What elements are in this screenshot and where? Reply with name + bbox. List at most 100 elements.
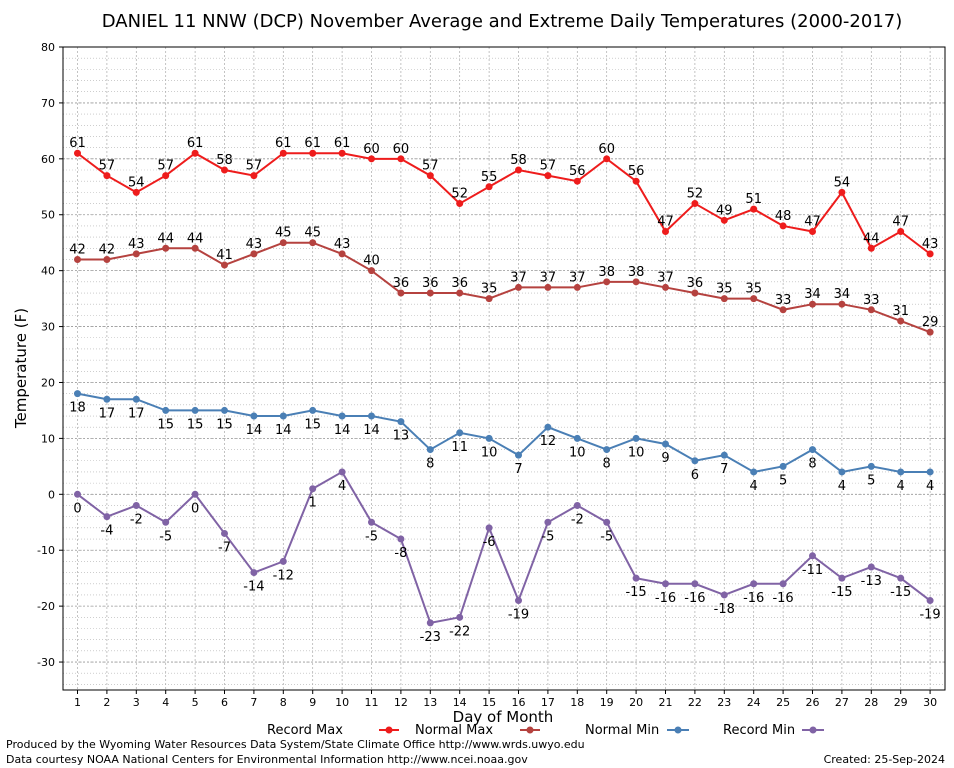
normal-max-data-label: 37: [657, 270, 674, 285]
normal-min-point: [926, 468, 934, 476]
normal-max-data-label: 34: [804, 287, 821, 302]
record-min-data-label: -2: [571, 512, 584, 527]
y-tick-label: 10: [41, 432, 55, 445]
record-max-point: [838, 188, 846, 196]
record-max-point: [720, 216, 728, 224]
y-tick-label: 50: [41, 209, 55, 222]
normal-max-point: [456, 289, 464, 297]
record-max-data-label: 52: [451, 187, 468, 202]
record-min-point: [279, 557, 287, 565]
record-min-point: [838, 574, 846, 582]
record-max-data-label: 57: [99, 159, 116, 174]
normal-min-data-label: 14: [246, 423, 263, 438]
x-tick-label: 12: [394, 696, 408, 709]
normal-max-data-label: 31: [892, 304, 909, 319]
x-tick-label: 10: [335, 696, 349, 709]
record-min-point: [809, 552, 816, 560]
record-min-data-label: -5: [365, 529, 378, 544]
record-max-data-label: 60: [363, 142, 380, 157]
record-min-data-label: 4: [338, 479, 346, 494]
record-min-data-label: 0: [73, 501, 81, 516]
record-min-point: [750, 580, 758, 588]
normal-max-point: [221, 261, 228, 269]
normal-min-data-label: 15: [304, 417, 321, 432]
record-min-point: [691, 580, 699, 588]
normal-min-data-label: 4: [838, 479, 846, 494]
normal-min-point: [309, 406, 317, 414]
record-min-data-label: -18: [714, 602, 735, 617]
record-min-data-label: -4: [100, 524, 113, 539]
record-min-data-label: -15: [831, 585, 852, 600]
x-tick-label: 14: [453, 696, 467, 709]
normal-min-point: [279, 412, 287, 420]
normal-min-data-label: 14: [275, 423, 292, 438]
y-tick-label: -10: [37, 544, 55, 557]
normal-max-point: [779, 306, 787, 314]
normal-min-point: [838, 468, 846, 476]
normal-min-point: [897, 468, 905, 476]
footer-credit-line: Produced by the Wyoming Water Resources …: [6, 738, 585, 751]
normal-min-data-label: 14: [363, 423, 380, 438]
record-min-point: [397, 535, 405, 543]
normal-max-data-label: 42: [99, 242, 116, 257]
normal-max-data-label: 34: [834, 287, 851, 302]
record-max-data-label: 61: [69, 136, 86, 151]
record-max-data-label: 47: [804, 215, 821, 230]
x-tick-label: 24: [747, 696, 761, 709]
y-tick-label: 0: [48, 488, 55, 501]
normal-max-data-label: 41: [216, 248, 233, 263]
legend-label-normal-min: Normal Min: [585, 723, 659, 738]
normal-min-data-label: 4: [897, 479, 905, 494]
legend-label-normal-max: Normal Max: [415, 723, 493, 738]
record-max-point: [74, 149, 81, 157]
normal-min-point: [132, 395, 140, 403]
x-tick-label: 2: [103, 696, 110, 709]
normal-min-data-label: 8: [603, 457, 611, 472]
record-min-data-label: -11: [802, 563, 823, 578]
normal-min-point: [162, 406, 170, 414]
record-min-data-label: -2: [130, 512, 143, 527]
record-max-data-label: 57: [246, 159, 263, 174]
normal-max-data-label: 45: [304, 226, 321, 241]
normal-max-point: [368, 267, 375, 275]
record-max-point: [750, 205, 758, 213]
normal-min-point: [103, 395, 111, 403]
normal-min-data-label: 10: [481, 445, 498, 460]
normal-min-data-label: 12: [540, 434, 557, 449]
record-min-point: [926, 597, 934, 605]
normal-max-data-label: 38: [598, 265, 615, 280]
record-max-point: [132, 188, 140, 196]
record-min-data-label: -19: [508, 608, 529, 623]
normal-min-data-label: 5: [779, 473, 787, 488]
normal-min-point: [603, 446, 611, 454]
normal-max-data-label: 37: [510, 270, 527, 285]
normal-max-point: [838, 300, 846, 308]
record-max-data-label: 58: [216, 153, 233, 168]
record-min-data-label: -16: [655, 591, 676, 606]
normal-min-point: [662, 440, 669, 448]
record-min-data-label: -16: [772, 591, 793, 606]
record-min-point: [191, 490, 199, 498]
normal-max-data-label: 43: [334, 237, 351, 252]
record-min-point: [368, 518, 375, 526]
record-max-data-label: 61: [304, 136, 321, 151]
normal-min-data-label: 10: [628, 445, 645, 460]
plot-grid: [63, 46, 945, 690]
normal-min-point: [250, 412, 258, 420]
record-min-line: [76, 470, 931, 625]
normal-max-point: [485, 295, 493, 303]
record-max-point: [456, 200, 464, 208]
x-tick-label: 25: [776, 696, 790, 709]
normal-max-data-label: 35: [716, 282, 733, 297]
normal-min-series: 18 17 17 15 15 15 14 14 15 14 14 13 8 11 10 7 12 10 8 10 9 6 7…: [69, 390, 934, 494]
normal-max-point: [74, 255, 81, 263]
normal-max-point: [750, 295, 758, 303]
record-max-point: [662, 228, 669, 236]
x-tick-label: 15: [482, 696, 496, 709]
normal-max-data-label: 29: [922, 315, 939, 330]
normal-min-data-label: 6: [691, 468, 699, 483]
x-axis-title: Day of Month: [453, 708, 554, 726]
normal-max-point: [132, 250, 140, 258]
